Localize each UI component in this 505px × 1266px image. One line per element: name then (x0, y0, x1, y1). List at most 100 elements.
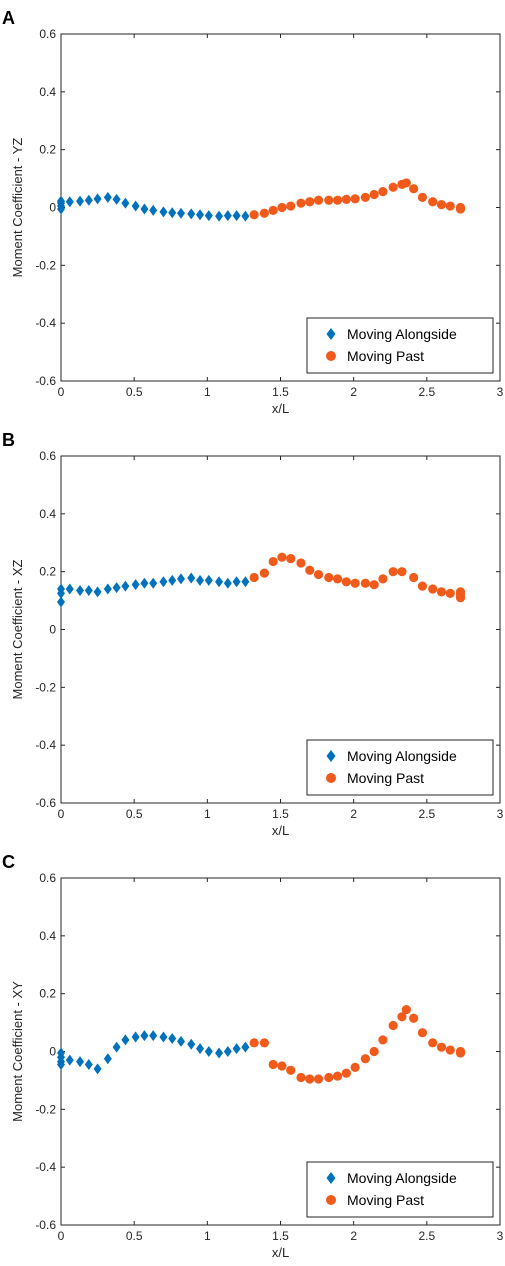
data-point (445, 201, 455, 211)
data-point (249, 1038, 259, 1048)
x-tick-label: 1 (204, 807, 211, 821)
data-point (159, 576, 168, 588)
legend-marker-diamond (326, 750, 336, 762)
data-point (103, 583, 112, 595)
legend: Moving Alongside Moving Past (306, 1161, 494, 1218)
y-tick-label: 0.6 (39, 27, 56, 41)
data-point (350, 194, 360, 204)
data-point (187, 1038, 196, 1050)
series-moving-alongside (57, 191, 250, 222)
data-point (168, 207, 177, 219)
legend-marker-circle (326, 351, 336, 361)
data-point (428, 1038, 438, 1048)
data-point (350, 1062, 360, 1073)
data-point (277, 202, 287, 213)
data-point (204, 574, 213, 586)
data-point (112, 1041, 121, 1053)
data-point (204, 1046, 213, 1057)
data-point (187, 572, 196, 584)
x-tick-label: 2 (350, 385, 357, 399)
y-tick-label: -0.2 (35, 258, 56, 272)
data-point (296, 1072, 306, 1083)
data-point (168, 574, 177, 586)
chart-panel-c: C 0 0.5 1 1.5 2 2.5 3 -0.6 -0.4 -0.2 0 0.2 0.4 0.6 x/L M… (2, 852, 504, 1260)
y-tick-label: 0 (49, 623, 56, 637)
data-point (417, 581, 428, 591)
y-tick-label: 0.4 (39, 929, 56, 943)
x-tick-label: 3 (497, 807, 504, 821)
data-point (417, 1028, 428, 1038)
y-tick-label: -0.6 (35, 374, 56, 388)
data-point (223, 1046, 232, 1057)
data-point (232, 576, 241, 588)
x-axis-label: x/L (272, 1245, 289, 1260)
data-point (149, 204, 158, 216)
data-point (196, 1043, 205, 1055)
data-point (350, 578, 360, 588)
x-tick-label: 2 (350, 1229, 357, 1243)
data-point (332, 195, 343, 205)
data-point (455, 587, 466, 597)
data-point (57, 195, 65, 207)
data-point (159, 1031, 168, 1043)
data-point (324, 572, 334, 583)
chart-panel-a: A 0 0.5 1 1.5 2 2.5 3 -0.6 -0.4 -0.2 0 0.2 0.4 0.6 x/L M… (2, 8, 504, 416)
data-point (268, 556, 278, 567)
x-tick-label: 2.5 (418, 807, 435, 821)
data-point (341, 1068, 351, 1078)
y-axis-label: Moment Coefficient - YZ (10, 138, 25, 278)
y-axis-label: Moment Coefficient - XZ (10, 559, 25, 699)
data-point (140, 1030, 149, 1042)
data-point (241, 210, 250, 222)
data-point (378, 186, 388, 197)
data-point (140, 577, 149, 589)
y-axis-label: Moment Coefficient - XY (10, 981, 25, 1122)
data-point (57, 596, 65, 608)
x-tick-label: 0.5 (126, 807, 143, 821)
data-point (93, 586, 102, 598)
y-tick-label: -0.6 (35, 1218, 56, 1232)
data-point (149, 577, 158, 589)
data-point (57, 1047, 65, 1059)
x-tick-label: 0 (58, 1229, 65, 1243)
data-point (436, 200, 447, 210)
x-tick-label: 1 (204, 1229, 211, 1243)
data-point (215, 576, 224, 588)
data-point (409, 184, 419, 194)
x-tick-label: 0 (58, 385, 65, 399)
legend-marker-circle (326, 773, 336, 783)
series-moving-past (249, 552, 466, 603)
data-point (313, 195, 324, 205)
data-point (196, 574, 205, 586)
data-point (445, 588, 455, 598)
data-point (176, 1035, 185, 1047)
data-point (223, 210, 232, 222)
data-point (268, 1059, 278, 1070)
data-point (313, 1074, 324, 1084)
data-point (241, 576, 250, 588)
data-point (296, 558, 306, 568)
data-point (259, 208, 270, 218)
legend-entry-label: Moving Alongside (347, 748, 457, 764)
panel-letter: B (2, 430, 15, 450)
data-point (241, 1041, 250, 1053)
data-point (268, 205, 278, 215)
legend-box (306, 1161, 494, 1218)
data-point (259, 1038, 270, 1048)
data-point (296, 198, 306, 208)
data-point (286, 554, 296, 564)
data-point (305, 565, 315, 575)
y-tick-label: -0.4 (35, 738, 56, 752)
y-tick-label: 0 (49, 1045, 56, 1059)
data-point (232, 210, 241, 222)
y-tick-label: 0.4 (39, 85, 56, 99)
data-point (332, 1071, 343, 1081)
data-point (436, 587, 447, 597)
data-point (131, 579, 140, 591)
data-point (103, 191, 112, 203)
data-point (131, 1031, 140, 1043)
data-point (84, 1059, 93, 1071)
data-point (455, 204, 466, 214)
data-point (103, 1053, 112, 1065)
data-point (369, 1046, 379, 1057)
